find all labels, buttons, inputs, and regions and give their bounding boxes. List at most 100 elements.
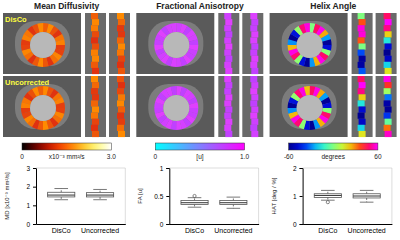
marks: [181, 194, 247, 208]
box-chart: 0123DisCoUncorrectedMD [x10⁻³ mm²/s]: [4, 165, 126, 235]
strip-band: [384, 62, 391, 68]
colorbar-tick-label: 1.0: [240, 153, 249, 160]
y-tick-label: 1: [293, 193, 297, 200]
mri-image: [270, 76, 348, 137]
x-tick: DisCo: [52, 224, 71, 234]
strip-band: [385, 31, 392, 37]
strip-band: [251, 82, 258, 88]
myocardium-ring: [288, 45, 297, 51]
mri-image: [136, 13, 214, 74]
strip-band: [251, 107, 258, 113]
box: [220, 200, 247, 204]
colorbar-tick-label: 3.0: [107, 153, 116, 160]
y-tick-label: 2: [26, 183, 30, 190]
column-title: Mean Diffusivity: [34, 1, 99, 11]
strip-band: [251, 19, 258, 25]
y-tick-mark: [300, 168, 303, 169]
row-label: Uncorrected: [5, 78, 50, 87]
strip-band: [92, 31, 99, 37]
strip-band: [92, 56, 99, 62]
strip-band: [250, 50, 257, 56]
strip-band: [92, 94, 99, 100]
mri-strip: [85, 13, 106, 74]
y-tick-mark: [33, 205, 36, 206]
strip-band: [91, 100, 98, 106]
image-column: Mean DiffusivityDisCoUncorrected03.0x10⁻…: [3, 1, 130, 160]
cap-high: [227, 197, 241, 198]
strip-band: [91, 125, 98, 131]
strip-band: [91, 25, 98, 31]
myocardium-ring: [37, 86, 43, 95]
box: [353, 194, 380, 198]
x-tick: Uncorrected: [348, 224, 386, 234]
strip-band: [358, 88, 365, 94]
strip-band: [92, 68, 99, 74]
strip-band: [251, 31, 258, 37]
myocardium-ring: [21, 45, 30, 51]
y-tick: 2: [293, 165, 303, 172]
strip-band: [224, 100, 231, 106]
x-axis: DisCoUncorrected: [170, 224, 259, 234]
strip-band: [385, 19, 392, 25]
row-label: DisCo: [5, 15, 27, 24]
strip-band: [251, 68, 258, 74]
strip-band: [250, 13, 257, 19]
strip-band: [225, 131, 232, 137]
colorbar: [22, 143, 111, 150]
whisker-low: [233, 204, 234, 208]
x-axis-line: [37, 224, 126, 225]
myocardium-ring: [309, 121, 315, 130]
strip-band: [224, 88, 231, 94]
strip-band: [359, 119, 366, 125]
strip-band: [251, 131, 258, 137]
x-tick-label: Uncorrected: [348, 227, 386, 234]
y-tick-label: 3: [26, 165, 30, 172]
y-tick-label: 1: [160, 165, 164, 172]
median: [353, 196, 380, 197]
strip-band: [251, 94, 258, 100]
y-tick-mark: [166, 196, 169, 197]
strip-band: [385, 44, 392, 50]
strip-band: [250, 62, 257, 68]
blood-pool: [163, 32, 189, 58]
strip-band: [118, 107, 125, 113]
mri-image: [3, 76, 81, 137]
mri-strip: [352, 13, 373, 74]
strip-band: [384, 76, 391, 82]
strip-band: [225, 19, 232, 25]
marks: [48, 189, 114, 200]
strip-band: [91, 13, 98, 19]
strip-band: [224, 62, 231, 68]
blood-pool: [30, 32, 56, 58]
strip-band: [224, 125, 231, 131]
strip-band: [117, 76, 124, 82]
strip-band: [91, 62, 98, 68]
myocardium-ring: [21, 108, 30, 114]
whisker-high: [194, 198, 195, 201]
strip-band: [225, 119, 232, 125]
colorbar: [289, 143, 378, 150]
myocardium-ring: [322, 102, 331, 108]
strip-band: [92, 44, 99, 50]
myocardium-ring: [189, 102, 198, 108]
cap-low: [360, 202, 374, 203]
whisker-high: [100, 189, 101, 192]
myocardium-ring: [154, 108, 163, 114]
blood-pool: [297, 95, 323, 121]
flier: [193, 194, 196, 197]
strip-band: [250, 76, 257, 82]
y-tick: 3: [26, 165, 36, 172]
strip-band: [92, 119, 99, 125]
y-tick: 0: [293, 221, 303, 228]
y-tick: 1: [160, 165, 170, 172]
strip-band: [250, 113, 257, 119]
strip-band: [225, 31, 232, 37]
y-tick-mark: [33, 168, 36, 169]
strip-band: [384, 100, 391, 106]
whisker-high: [327, 190, 328, 193]
box-chart: 00.51DisCoUncorrectedFA [u]: [137, 165, 259, 235]
strip-band: [385, 82, 392, 88]
y-axis-title: MD [x10⁻³ mm²/s]: [4, 172, 10, 220]
strip-band: [92, 107, 99, 113]
strip-band: [118, 19, 125, 25]
